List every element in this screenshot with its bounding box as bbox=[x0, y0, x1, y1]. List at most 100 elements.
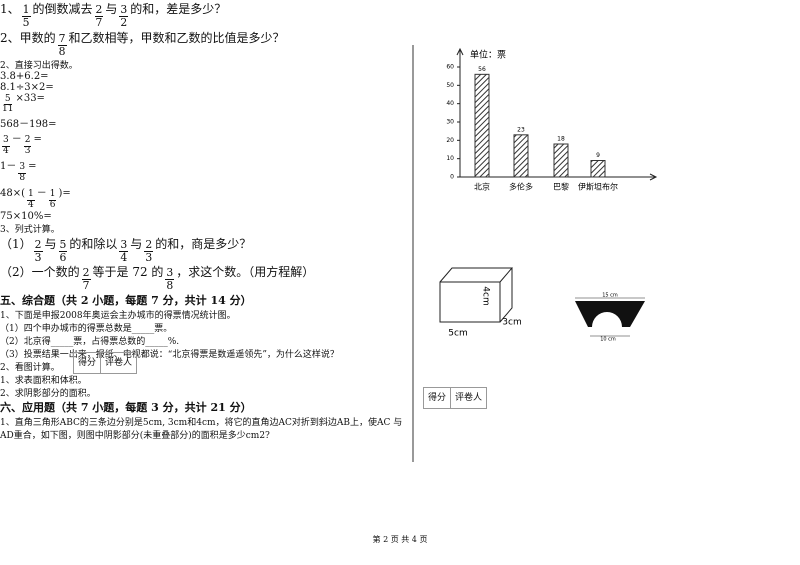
numerator: 5 bbox=[3, 93, 12, 106]
numerator: 3 bbox=[18, 162, 27, 174]
score-box: 得分 评卷人 bbox=[423, 387, 488, 409]
text: 48×( bbox=[0, 187, 26, 199]
text: 的和，商是多少？ bbox=[155, 236, 252, 251]
text: 75×10%= bbox=[0, 210, 52, 222]
y-tick-label: 40 bbox=[446, 100, 454, 107]
text: （2）北京得_____票，占得票总数的_____%. bbox=[0, 337, 180, 348]
y-tick-label: 20 bbox=[446, 137, 454, 144]
text: 2、看图计算。 bbox=[0, 363, 60, 374]
text-line: 五、综合题（共 2 小题，每题 7 分，共计 14 分） bbox=[0, 292, 800, 308]
x-tick-label: 伊斯坦布尔 bbox=[578, 182, 618, 192]
text-line: 568－198= bbox=[0, 115, 800, 130]
text-line: 2、看图计算。 bbox=[0, 360, 800, 373]
value-label: 56 bbox=[478, 66, 486, 73]
text: 2、甲数的 bbox=[0, 30, 56, 45]
numerator: 1 bbox=[48, 188, 57, 201]
y-tick-label: 0 bbox=[450, 174, 454, 181]
denominator: 4 bbox=[28, 199, 34, 210]
text: 六、应用题（共 7 小题，每题 3 分，共计 21 分） bbox=[0, 401, 252, 415]
denominator: 7 bbox=[82, 279, 90, 293]
x-tick-label: 巴黎 bbox=[553, 182, 569, 192]
denominator: 7 bbox=[95, 15, 103, 29]
text-line: 75×10%= bbox=[0, 211, 800, 222]
y-tick-label: 60 bbox=[446, 64, 454, 71]
text: ×33= bbox=[15, 92, 45, 104]
score-label: 得分 bbox=[74, 353, 102, 373]
numerator: 1 bbox=[27, 188, 35, 201]
text: )= bbox=[58, 187, 71, 199]
bar bbox=[553, 143, 569, 178]
text: 等于是 72 的 bbox=[92, 265, 164, 280]
denominator: 3 bbox=[145, 250, 153, 264]
text-line: 2、甲数的 7 8 和乙数相等，甲数和乙数的比值是多少？ bbox=[0, 29, 800, 58]
text-line: 48×(1 4 － 1 6)= bbox=[0, 184, 800, 211]
text: 的倒数减去 bbox=[32, 2, 93, 16]
text-line: 2、直接习出得数。 bbox=[0, 58, 800, 71]
text: = bbox=[28, 161, 37, 173]
text: （1） bbox=[0, 236, 32, 251]
text-line: 1、下面是申报2008年奥运会主办城市的得票情况统计图。 bbox=[0, 308, 800, 321]
numerator: 2 bbox=[94, 3, 104, 17]
denominator: 4 bbox=[3, 146, 9, 157]
text: － bbox=[36, 187, 47, 199]
y-tick-label: 10 bbox=[446, 155, 454, 162]
text-line: 2、求阴影部分的面积。 bbox=[0, 386, 800, 399]
text-line: 3、列式计算。 bbox=[0, 222, 800, 235]
text: － bbox=[11, 134, 22, 146]
text: 3.8+6.2= bbox=[0, 70, 49, 82]
denominator: 11 bbox=[2, 104, 14, 115]
text-line: （1）四个申办城市的得票总数是_____票。 bbox=[0, 321, 800, 334]
x-axis-arrow bbox=[649, 173, 658, 181]
numerator: 2 bbox=[81, 266, 91, 281]
denominator: 8 bbox=[19, 172, 26, 183]
text: 的和，差是多少？ bbox=[130, 2, 227, 16]
numerator: 2 bbox=[33, 237, 43, 252]
numerator: 3 bbox=[2, 135, 10, 148]
y-axis-arrow bbox=[456, 47, 464, 56]
bar bbox=[590, 160, 606, 178]
denominator: 6 bbox=[49, 199, 56, 210]
numerator: 1 bbox=[21, 3, 31, 17]
text: 2、直接习出得数。 bbox=[0, 60, 78, 71]
text-line: （3）投票结果一出来，报纸、电视都说：“北京得票是数遥遥领先”，为什么这样说？ bbox=[0, 347, 800, 360]
score-label: 得分 bbox=[424, 388, 452, 408]
text: 2、求阴影部分的面积。 bbox=[0, 389, 96, 400]
text: 与 bbox=[105, 2, 118, 16]
text-line: 1、 1 5 的倒数减去 2 7 与 3 2 的和，差是多少？ bbox=[0, 0, 800, 29]
fraction: 5 11 bbox=[2, 93, 14, 116]
text: 3、列式计算。 bbox=[0, 224, 60, 235]
arch-figure bbox=[575, 297, 645, 337]
numerator: 2 bbox=[23, 135, 32, 148]
numerator: 3 bbox=[165, 266, 175, 281]
y-axis-label: 单位：票 bbox=[470, 49, 506, 61]
text-line: 1、求表面积和体积。 bbox=[0, 373, 800, 386]
grader-label: 评卷人 bbox=[455, 393, 483, 403]
value-label: 23 bbox=[517, 126, 525, 133]
x-tick-label: 多伦多 bbox=[509, 182, 533, 192]
x-tick-label: 北京 bbox=[474, 182, 490, 192]
text: （3）投票结果一出来，报纸、电视都说：“北京得票是数遥遥领先”，为什么这样说？ bbox=[0, 350, 339, 361]
denominator: 5 bbox=[22, 15, 30, 29]
text-line: 5 11 ×33= bbox=[0, 93, 800, 116]
box-length: 5cm bbox=[448, 329, 467, 339]
text: 与 bbox=[130, 236, 143, 251]
text: ，求这个数。（用方程解） bbox=[176, 265, 315, 280]
value-label: 18 bbox=[557, 136, 565, 143]
text: 1、 bbox=[0, 2, 20, 16]
numerator: 3 bbox=[119, 3, 129, 17]
text: 1、求表面积和体积。 bbox=[0, 376, 87, 387]
text: = bbox=[33, 134, 42, 146]
text: （1）四个申办城市的得票总数是_____票。 bbox=[0, 324, 173, 335]
denominator: 3 bbox=[34, 250, 42, 264]
